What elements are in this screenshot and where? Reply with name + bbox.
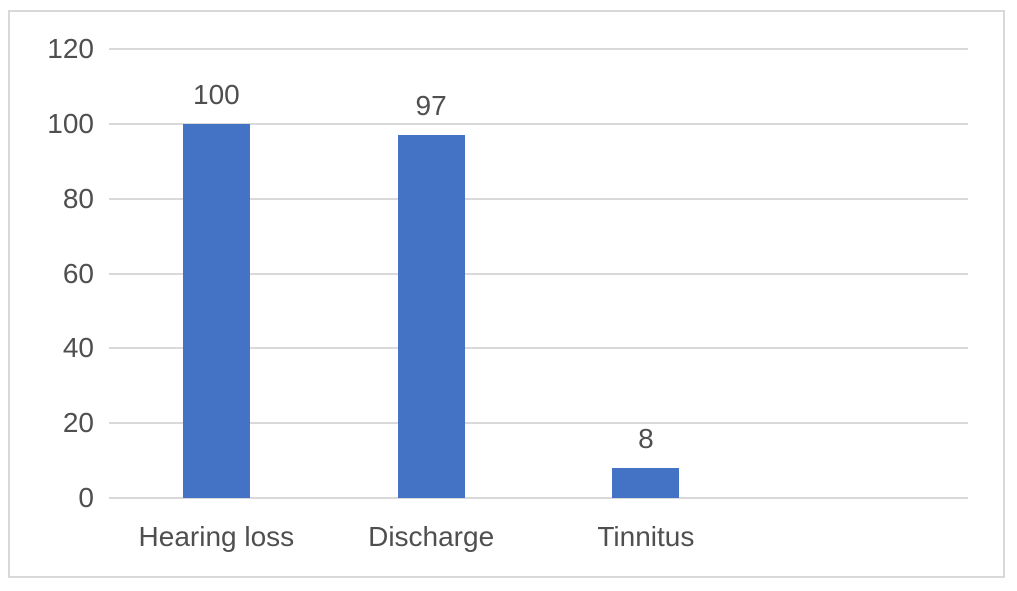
data-label-hearing-loss: 100 [193,78,240,110]
gridline-100 [109,122,968,125]
bar-hearing-loss [182,123,250,498]
category-label-tinnitus: Tinnitus [597,521,695,552]
gridline-40 [109,347,968,350]
gridline-layer [10,12,1003,576]
y-tick-label: 0 [78,482,94,513]
category-label-discharge: Discharge [368,521,495,552]
data-label-discharge: 97 [415,90,447,122]
y-tick-label: 80 [62,182,94,214]
y-axis-labels: 0 20 40 60 80 100 120 [10,12,1003,576]
y-tick-label: 120 [47,33,94,64]
bar-tinnitus [612,468,680,498]
plot-area: 100 97 8 [10,12,1003,576]
y-tick-label: 20 [62,407,94,439]
gridline-0 [109,497,968,499]
bar-discharge [397,135,465,498]
chart-frame: 100 97 8 0 20 40 60 80 100 120 Hearing loss Disch… [8,10,1005,578]
gridline-80 [109,197,968,200]
data-label-tinnitus: 8 [638,423,654,455]
x-axis-labels: Hearing loss Discharge Tinnitus [10,12,1003,576]
gridline-60 [109,272,968,275]
gridline-120 [109,48,968,50]
gridline-20 [109,422,968,425]
y-tick-label: 60 [62,257,94,289]
y-tick-label: 40 [62,332,94,364]
y-tick-label: 100 [47,107,94,139]
category-label-hearing-loss: Hearing loss [138,521,295,552]
